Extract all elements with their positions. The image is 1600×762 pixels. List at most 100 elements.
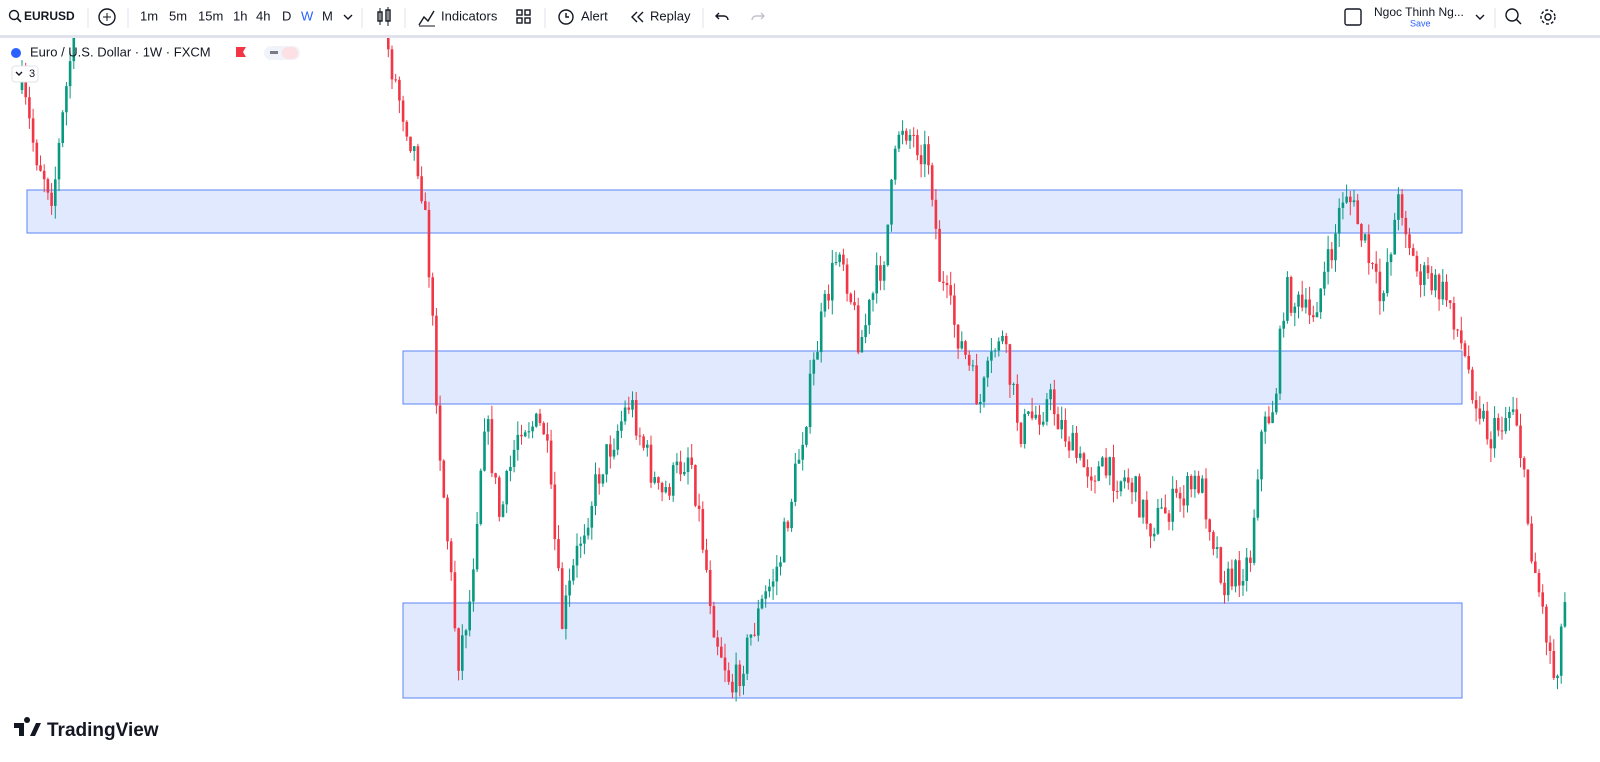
indicators-label[interactable]: Indicators: [441, 8, 498, 23]
interval[interactable]: D: [282, 8, 291, 23]
candle-body: [609, 444, 612, 457]
candle-body: [864, 325, 867, 338]
zone-rectangle[interactable]: [402, 350, 1463, 405]
interval-dropdown[interactable]: [343, 14, 353, 20]
candle-body: [897, 134, 901, 149]
candle-body: [1030, 411, 1034, 419]
candle-body: [435, 315, 438, 406]
candle-body: [438, 405, 442, 461]
zone-rectangle[interactable]: [402, 602, 1463, 699]
candle-body: [1078, 453, 1082, 458]
candle-body: [42, 170, 46, 180]
candle-body: [35, 142, 39, 166]
candle-body: [1315, 312, 1319, 318]
interval[interactable]: M: [322, 8, 333, 23]
interval[interactable]: 1m: [140, 8, 158, 23]
candle-body: [1389, 254, 1393, 263]
interval[interactable]: 4h: [256, 8, 270, 23]
candle-body: [686, 457, 690, 472]
candle-body: [1448, 300, 1452, 303]
indicator-count[interactable]: 3: [29, 68, 35, 80]
interval[interactable]: 1h: [233, 8, 247, 23]
settings-button[interactable]: [1540, 9, 1556, 25]
candle-body: [538, 413, 542, 424]
indicators-button[interactable]: Indicators: [418, 8, 498, 27]
candle-body: [557, 539, 560, 569]
toggle-chevron[interactable]: [15, 71, 23, 76]
alert-label[interactable]: Alert: [581, 8, 608, 23]
undo-button[interactable]: [715, 12, 729, 21]
candle-body: [882, 265, 886, 281]
candle-body: [705, 549, 708, 570]
candle-body: [823, 293, 827, 312]
symbol-search[interactable]: EURUSD: [8, 9, 76, 23]
candle-body: [498, 477, 501, 517]
candle-body: [690, 457, 693, 465]
interval-active[interactable]: W: [301, 8, 314, 23]
indicator-toggle[interactable]: [11, 65, 39, 83]
candle-body: [849, 293, 853, 303]
layouts-button[interactable]: [516, 9, 531, 24]
candle-body: [886, 224, 890, 266]
flag-icon[interactable]: [236, 47, 246, 57]
candle-body: [1175, 488, 1178, 493]
candle-body: [1323, 271, 1326, 289]
candle-body: [871, 293, 875, 300]
candle-body: [1556, 675, 1559, 678]
brand-name[interactable]: TradingView: [47, 720, 159, 741]
zone-rectangle[interactable]: [26, 189, 1463, 234]
candle-body: [701, 508, 705, 550]
candle-body: [1108, 457, 1112, 476]
candle-body: [1082, 453, 1086, 468]
chart-type-button[interactable]: [377, 7, 391, 26]
candle-body: [427, 209, 431, 278]
candle-body: [664, 487, 668, 493]
candle-body: [1334, 233, 1337, 261]
candle-body: [1463, 343, 1467, 357]
candle-body: [853, 302, 856, 306]
candle-body: [594, 474, 597, 506]
candle-body: [901, 130, 904, 135]
candle-body: [412, 146, 416, 152]
save-label[interactable]: Save: [1410, 18, 1431, 28]
candle-body: [546, 434, 549, 441]
candle-body: [1178, 492, 1182, 499]
candle-body: [50, 192, 53, 206]
user-name[interactable]: Ngoc Thinh Ng...: [1374, 5, 1464, 19]
user-dropdown[interactable]: [1475, 14, 1485, 20]
replay-button[interactable]: Replay: [631, 8, 691, 23]
replay-label[interactable]: Replay: [650, 8, 691, 23]
candle-body: [1060, 420, 1063, 430]
legend-title[interactable]: Euro / U.S. Dollar · 1W · FXCM: [30, 44, 211, 59]
alert-button[interactable]: Alert: [558, 8, 608, 25]
candle-body: [638, 435, 642, 437]
candle-body: [461, 635, 464, 671]
interval[interactable]: 5m: [169, 8, 187, 23]
candle-body: [683, 471, 686, 475]
candle-body: [712, 606, 716, 638]
candle-body: [779, 562, 782, 567]
candle-body: [405, 121, 409, 137]
candle-body: [523, 432, 527, 437]
symbol[interactable]: EURUSD: [24, 9, 75, 23]
candle-body: [509, 466, 512, 472]
candle-body: [1508, 411, 1511, 419]
candle-body: [464, 630, 468, 636]
redo-button[interactable]: [751, 12, 765, 21]
brand-logo[interactable]: TradingView: [14, 717, 159, 741]
layout-checkbox[interactable]: [1344, 8, 1362, 26]
candle-body: [764, 591, 767, 599]
candle-body: [1471, 369, 1474, 401]
candle-body: [945, 282, 949, 286]
interval[interactable]: 15m: [198, 8, 223, 23]
candle-body: [501, 504, 505, 517]
compare-button[interactable]: [98, 8, 116, 26]
candle-body: [653, 477, 656, 483]
candle-body: [1519, 425, 1522, 459]
candle-body: [834, 262, 838, 264]
quick-search-button[interactable]: [1505, 8, 1522, 25]
candle-body: [68, 61, 72, 87]
candles: [20, 38, 1567, 702]
candle-body: [1241, 581, 1245, 586]
candle-body: [420, 176, 423, 202]
